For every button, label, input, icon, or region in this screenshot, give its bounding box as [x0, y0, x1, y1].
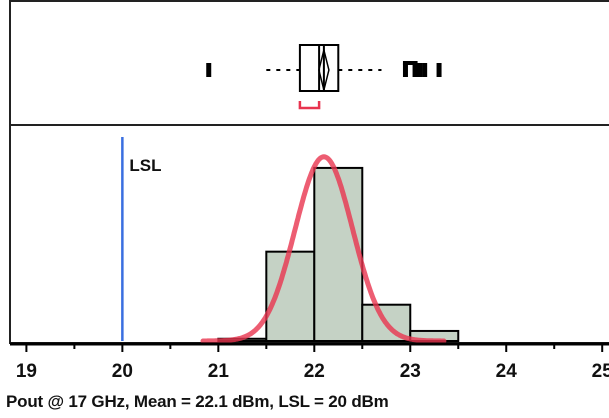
lsl-label: LSL — [129, 156, 161, 175]
histogram-bars — [217, 166, 460, 343]
shortest-half-bracket — [298, 101, 321, 110]
x-tick-label: 25 — [592, 361, 609, 382]
x-tick-label: 19 — [16, 361, 37, 382]
x-axis: 19 20 21 22 23 24 25 — [10, 342, 609, 382]
outlier-5 — [422, 63, 428, 77]
outlier-cluster-cap — [402, 61, 418, 65]
lsl-marker: LSL — [121, 137, 161, 341]
x-tick-label: 22 — [304, 361, 325, 382]
x-tick-label: 24 — [496, 361, 518, 382]
histogram-bar-3 — [313, 166, 364, 342]
outlier-3 — [412, 63, 418, 77]
outlier-4 — [417, 63, 423, 77]
chart-caption: Pout @ 17 GHz, Mean = 22.1 dBm, LSL = 20… — [6, 392, 389, 411]
x-tick-label: 23 — [400, 361, 421, 382]
x-tick-label: 20 — [112, 361, 133, 382]
outlier-1 — [206, 63, 212, 77]
normal-fit-curve — [200, 154, 447, 344]
outlier-2 — [402, 63, 408, 77]
outlier-6 — [436, 63, 442, 77]
x-tick-label: 21 — [208, 361, 230, 382]
boxplot — [206, 44, 442, 110]
